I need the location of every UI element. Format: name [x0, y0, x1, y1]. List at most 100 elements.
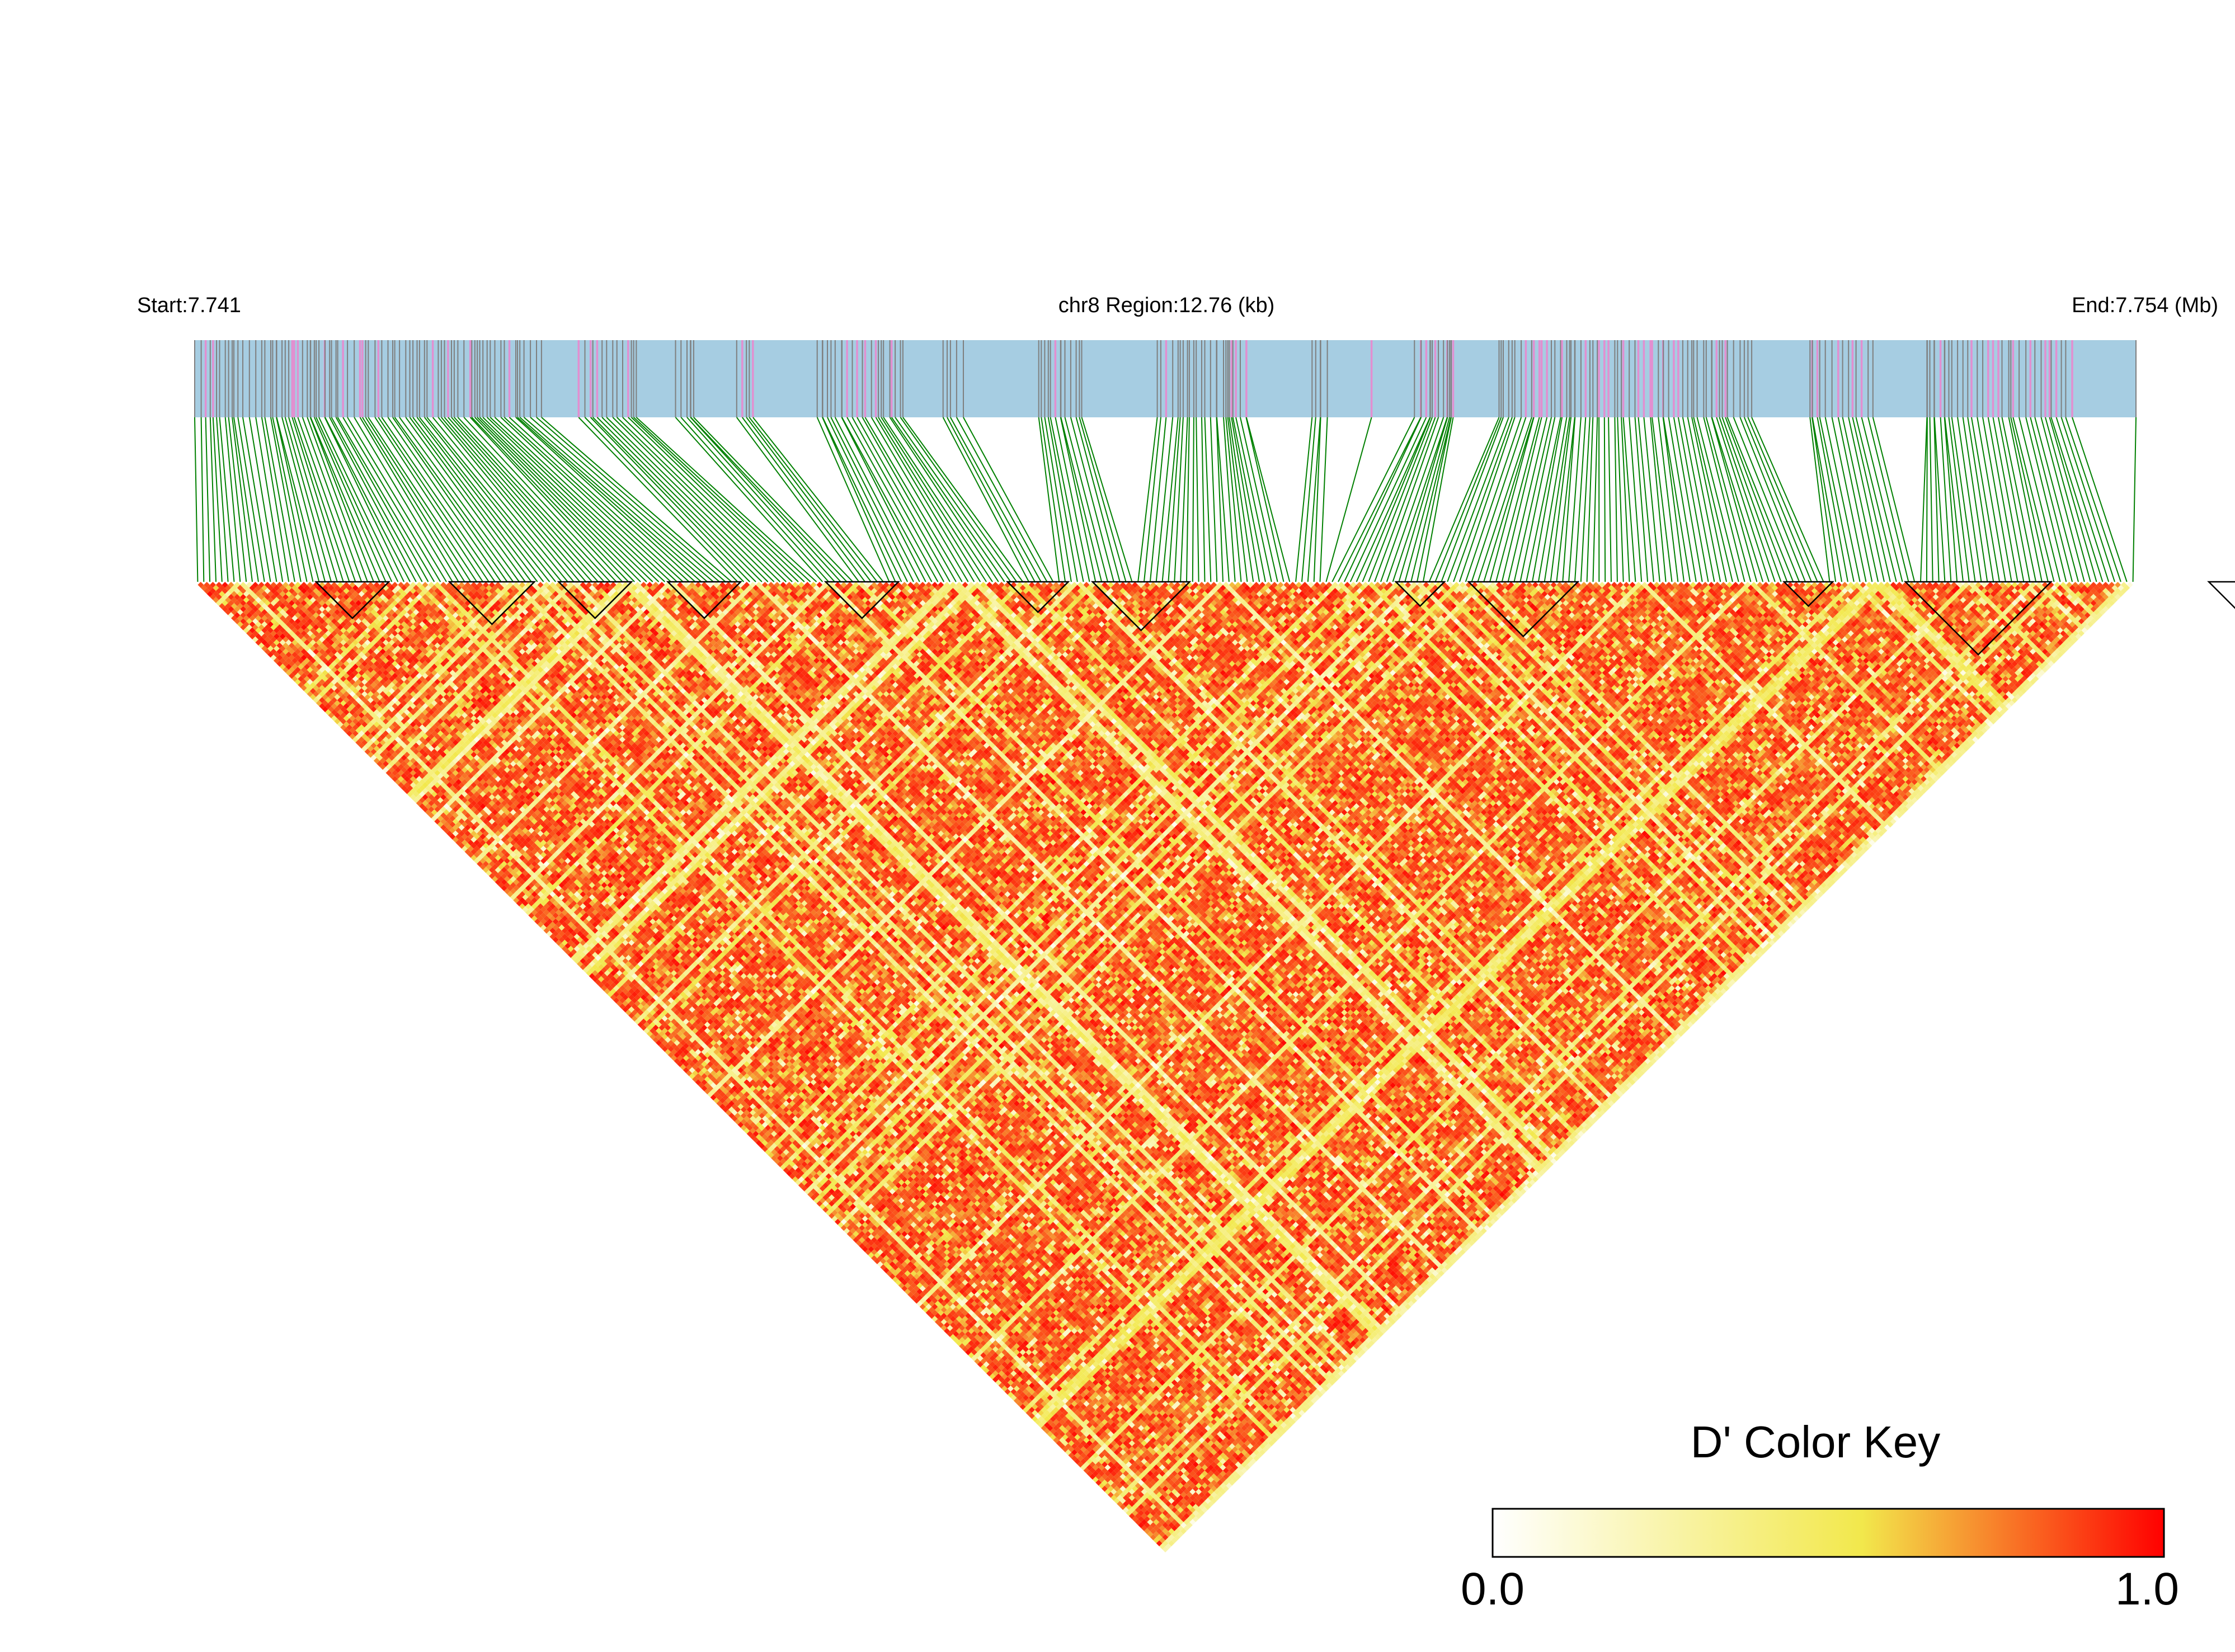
- snp-connector: [1608, 417, 1611, 582]
- region-title: chr8 Region:12.76 (kb): [1058, 294, 1275, 317]
- snp-connector: [1138, 417, 1157, 582]
- snp-connector: [276, 417, 313, 582]
- snp-connector: [878, 417, 980, 582]
- snp-connector: [1478, 417, 1532, 582]
- snp-connector: [1930, 417, 1933, 582]
- snp-connector: [943, 417, 1029, 582]
- snp-connector: [2133, 417, 2136, 582]
- snp-connector: [872, 417, 968, 582]
- snp-connector: [1658, 417, 1678, 582]
- snp-connector: [947, 417, 1035, 582]
- snp-connector: [501, 417, 677, 582]
- snp-connector: [1538, 417, 1567, 582]
- snp-connector: [1338, 417, 1421, 582]
- snp-connector: [1246, 417, 1290, 582]
- snp-connector: [2026, 417, 2066, 582]
- snp-connector: [1055, 417, 1089, 582]
- snp-connector: [495, 417, 671, 582]
- snp-connector: [1563, 417, 1575, 582]
- snp-connector: [201, 417, 204, 582]
- snp-connector: [1502, 417, 1542, 582]
- snp-connector: [1217, 417, 1224, 582]
- snp-connector: [2062, 417, 2115, 582]
- snp-connector: [2051, 417, 2102, 582]
- snp-connector: [1569, 417, 1581, 582]
- snp-connector: [1217, 417, 1229, 582]
- snp-connector: [1357, 417, 1431, 582]
- snp-connector: [863, 417, 956, 582]
- snp-connector: [903, 417, 1023, 582]
- snp-connector: [1852, 417, 1890, 582]
- snp-connector: [1526, 417, 1560, 582]
- snp-connector: [2045, 417, 2091, 582]
- end-label: End:7.754 (Mb): [2072, 294, 2218, 317]
- snp-connector: [1587, 417, 1593, 582]
- snp-connector: [298, 417, 355, 582]
- snp-connector: [1187, 417, 1189, 582]
- snp-connector: [1246, 417, 1283, 582]
- snp-connector: [1958, 417, 1981, 582]
- snp-connector: [1320, 417, 1328, 582]
- snp-connector: [1748, 417, 1817, 582]
- snp-connector: [883, 417, 992, 582]
- snp-connector: [1447, 417, 1509, 582]
- snp-connector: [1581, 417, 1590, 582]
- snp-connector: [1663, 417, 1684, 582]
- gene-track: [195, 340, 2136, 417]
- snp-connector: [454, 417, 604, 582]
- snp-connector: [963, 417, 1053, 582]
- snp-connector: [1048, 417, 1077, 582]
- snp-connector: [1314, 417, 1321, 582]
- snp-connector: [1205, 417, 1211, 582]
- snp-connector: [1202, 417, 1205, 582]
- snp-connector: [1856, 417, 1897, 582]
- snp-connector: [282, 417, 325, 582]
- snp-connector: [1375, 417, 1435, 582]
- snp-connector: [1575, 417, 1585, 582]
- snp-connector: [210, 417, 216, 582]
- start-label: Start:7.741: [137, 294, 241, 317]
- snp-connector: [1650, 417, 1665, 582]
- snp-connector: [1945, 417, 1963, 582]
- snp-connector: [292, 417, 343, 582]
- snp-connector: [1663, 417, 1690, 582]
- snp-connector: [1076, 417, 1120, 582]
- snp-connector: [316, 417, 392, 582]
- snp-connector: [475, 417, 634, 582]
- snp-connector: [876, 417, 975, 582]
- ld-heatmap: [197, 582, 2133, 1552]
- snp-connector: [2072, 417, 2127, 582]
- snp-connector: [1652, 417, 1672, 582]
- snp-connector: [1868, 417, 1908, 582]
- snp-connector: [195, 417, 197, 582]
- snp-connector: [1551, 417, 1571, 582]
- snp-connector: [1921, 417, 1927, 582]
- snp-connector: [1941, 417, 1951, 582]
- snp-connector: [823, 417, 902, 582]
- snp-connector: [213, 417, 222, 582]
- snp-connector: [1211, 417, 1217, 582]
- snp-connector: [1196, 417, 1198, 582]
- snp-connector: [427, 417, 562, 582]
- snp-connector: [623, 417, 792, 582]
- snp-connector: [1193, 417, 1194, 582]
- snp-connector: [1520, 417, 1555, 582]
- snp-connector: [1453, 417, 1512, 582]
- snp-connector: [1977, 417, 2006, 582]
- snp-connector: [368, 417, 477, 582]
- snp-connector: [1041, 417, 1065, 582]
- snp-connector: [1326, 417, 1371, 582]
- snp-connector-lines: [195, 417, 2136, 582]
- snp-connector: [890, 417, 999, 582]
- snp-connector: [857, 417, 950, 582]
- snp-connector: [1629, 417, 1641, 582]
- snp-connector: [847, 417, 938, 582]
- snp-connector: [2011, 417, 2048, 582]
- snp-connector: [294, 417, 350, 582]
- snp-connector: [378, 417, 489, 582]
- snp-connector: [1593, 417, 1598, 582]
- ld-heatmap-figure: Start:7.741 chr8 Region:12.76 (kb) End:7…: [0, 0, 2235, 1652]
- snp-connector: [1615, 417, 1617, 582]
- snp-connector: [817, 417, 890, 582]
- snp-connector: [206, 417, 210, 582]
